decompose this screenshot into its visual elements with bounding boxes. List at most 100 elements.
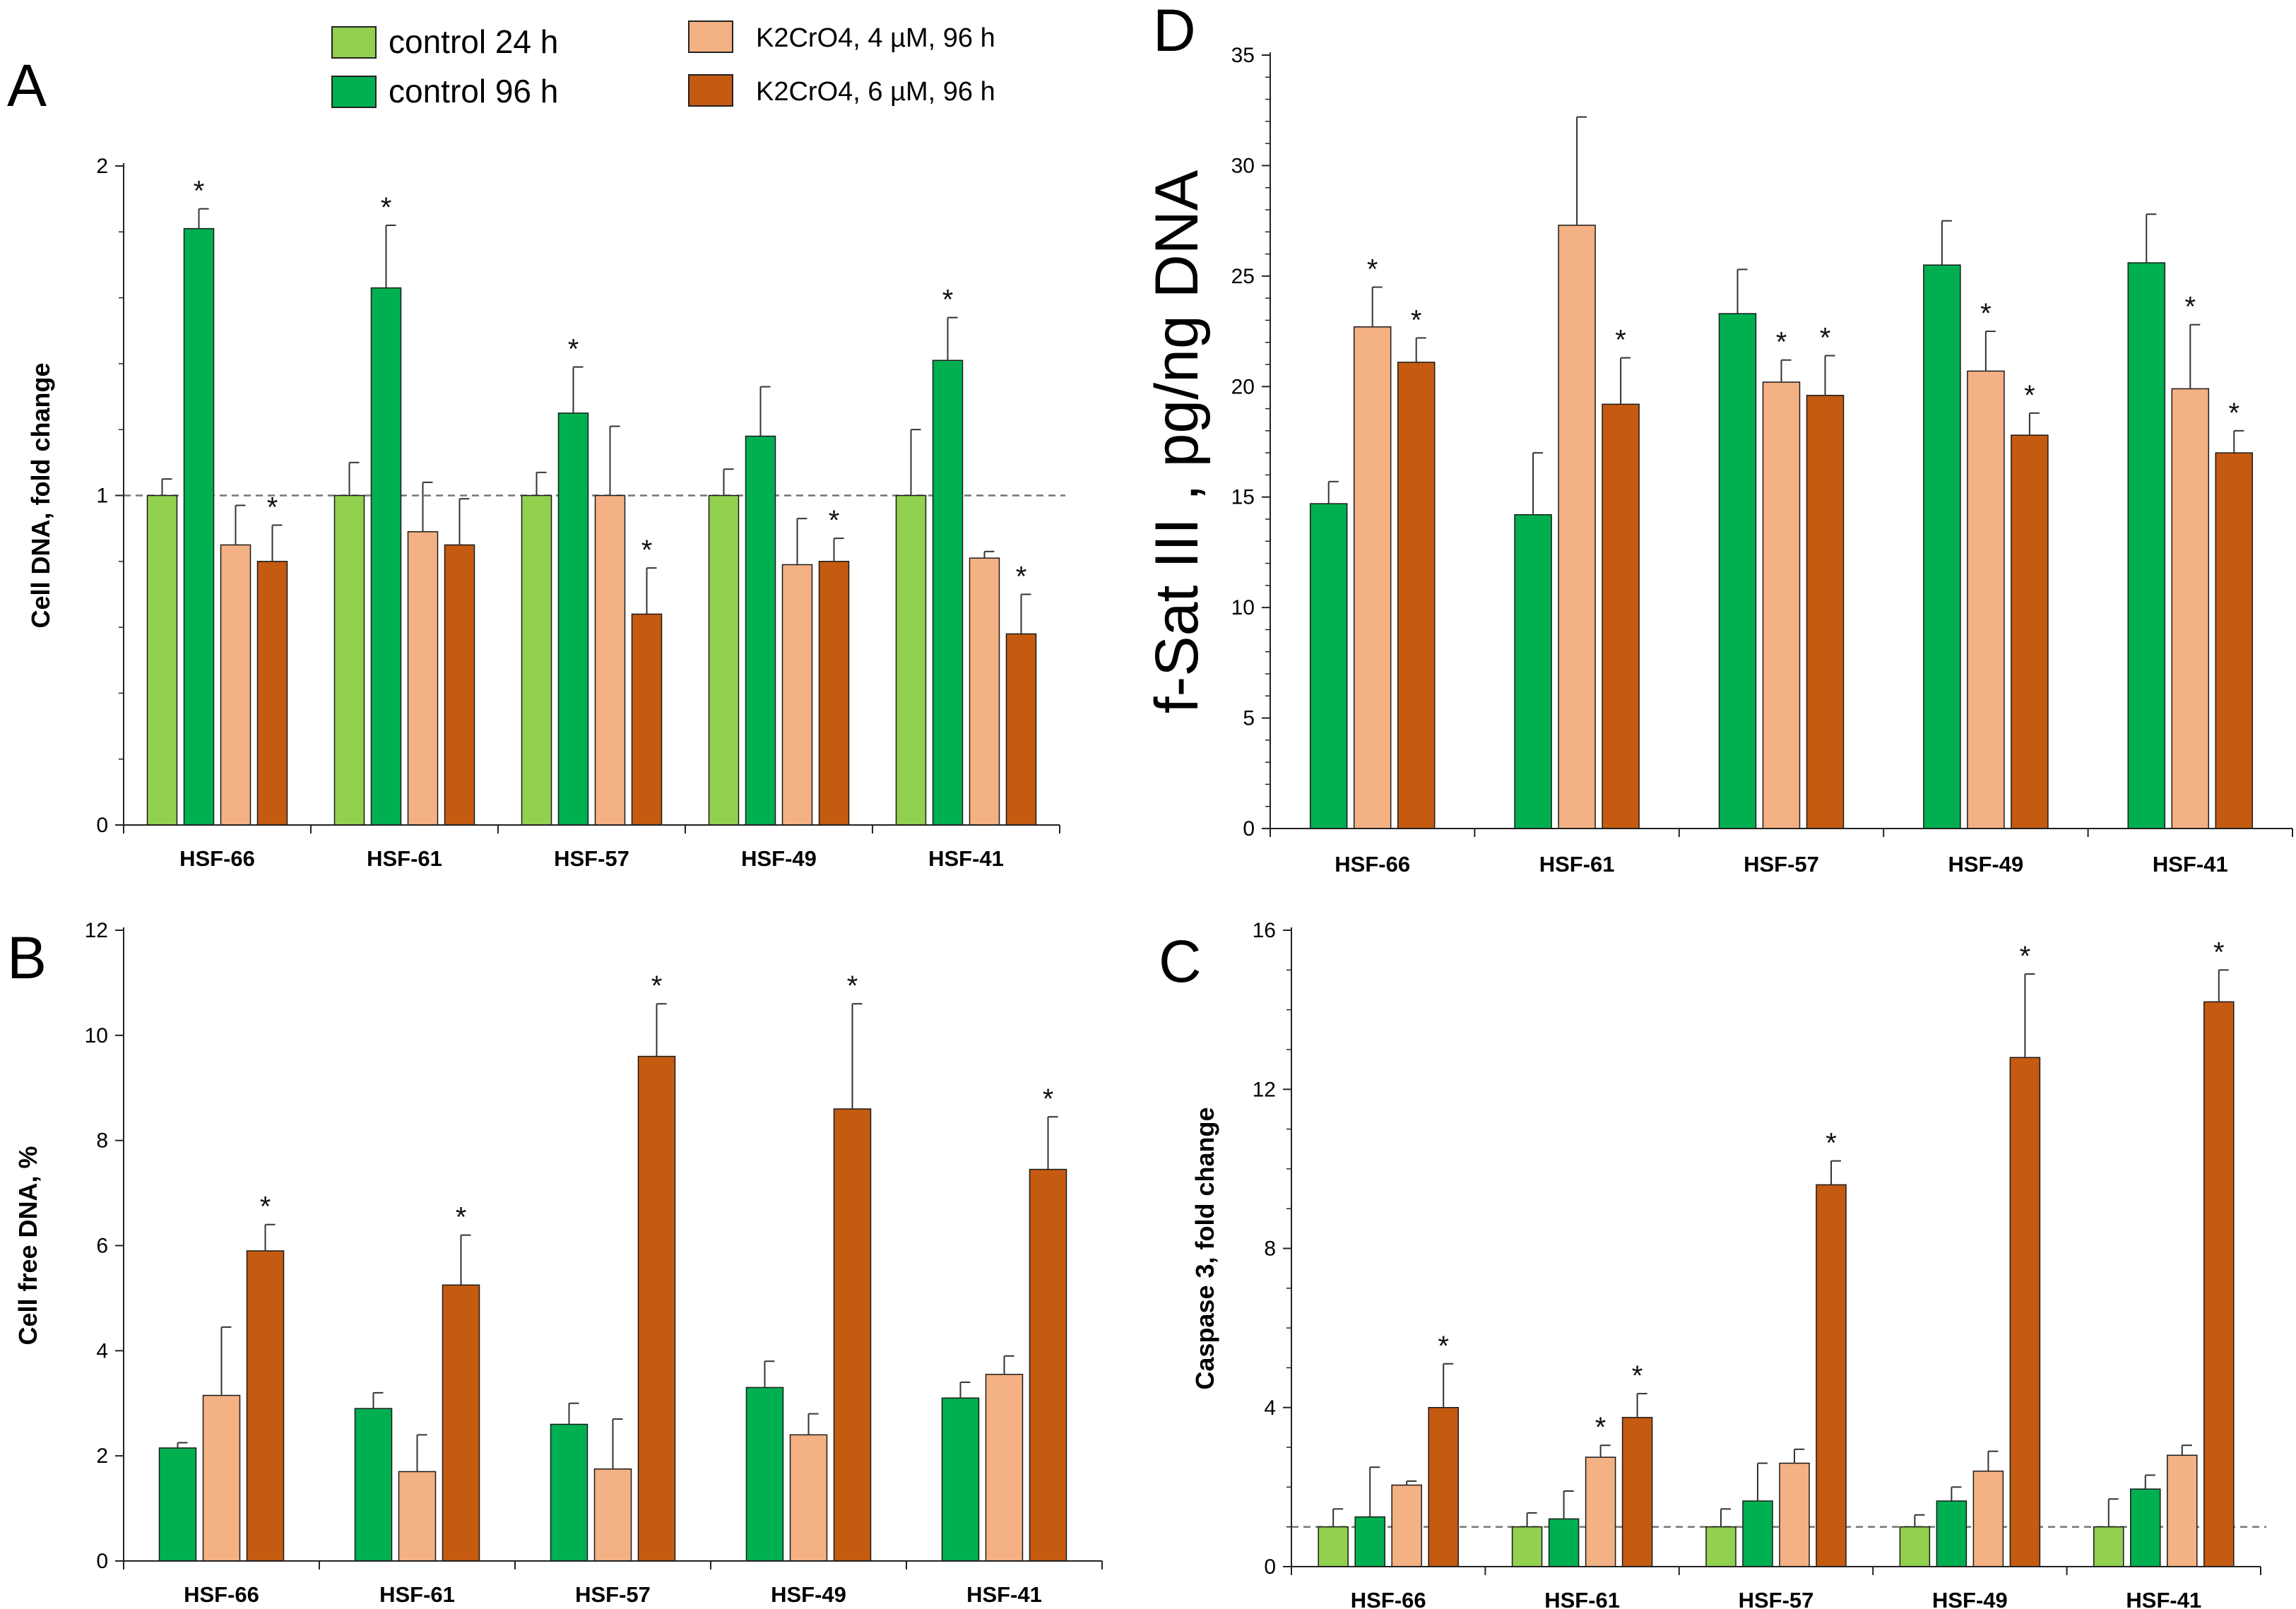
significance-star-d-hsf-57-k2cro4-6-m-96-h: * xyxy=(1820,322,1831,353)
category-label-b-hsf-41: HSF-41 xyxy=(966,1582,1042,1607)
y-tick-label-c-16: 16 xyxy=(1253,919,1276,942)
significance-star-d-hsf-49-k2cro4-4-m-96-h: * xyxy=(1980,298,1992,329)
bar-a-hsf-49-k2cro4-4-m-96-h xyxy=(781,564,813,826)
category-label-d-hsf-57: HSF-57 xyxy=(1744,852,1819,877)
category-label-b-hsf-57: HSF-57 xyxy=(575,1582,651,1607)
y-tick-label-b-4: 4 xyxy=(96,1339,108,1362)
series-d-control-96-h xyxy=(1309,213,2166,829)
bar-d-hsf-61-k2cro4-4-m-96-h xyxy=(1558,225,1596,829)
y-tick-label-d-20: 20 xyxy=(1231,375,1255,398)
bar-a-hsf-61-k2cro4-6-m-96-h xyxy=(444,544,475,826)
bar-b-hsf-57-k2cro4-6-m-96-h xyxy=(637,1055,676,1562)
significance-star-b-hsf-49-k2cro4-6-m-96-h: * xyxy=(847,970,858,1002)
bar-b-hsf-66-control-96-h xyxy=(158,1447,197,1562)
significance-star-b-hsf-61-k2cro4-6-m-96-h: * xyxy=(456,1202,467,1233)
chart-panel-a: * * * * * * * * 0 1 2 HSF-66 HSF-61 HSF-57 HSF-49 HSF-4… xyxy=(26,155,1065,871)
bar-d-hsf-57-k2cro4-4-m-96-h xyxy=(1762,381,1801,829)
bar-c-hsf-41-control-24-h xyxy=(2093,1526,2124,1567)
legend-entry-control-96h: control 96 h xyxy=(331,73,558,109)
panel-letter-c: C xyxy=(1159,928,1202,995)
bar-c-hsf-57-control-96-h xyxy=(1742,1500,1773,1567)
series-b-k2cro4-4-m-96-h xyxy=(202,1326,1024,1562)
y-tick-label-b-12: 12 xyxy=(85,919,108,942)
bar-c-hsf-61-k2cro4-6-m-96-h xyxy=(1621,1417,1653,1567)
y-tick-label-c-4: 4 xyxy=(1264,1396,1276,1420)
legend-label-k2cro4-4um: K2CrO4, 4 µM, 96 h xyxy=(756,23,995,53)
bar-d-hsf-61-control-96-h xyxy=(1514,513,1552,829)
category-label-c-hsf-49: HSF-49 xyxy=(1932,1588,2008,1609)
category-label-a-hsf-49: HSF-49 xyxy=(741,846,817,871)
series-a-k2cro4-6-m-96-h: * * * * xyxy=(256,492,1037,826)
legend-swatch-control-24h xyxy=(331,26,377,59)
significance-star-d-hsf-41-k2cro4-4-m-96-h: * xyxy=(2185,292,2196,323)
bar-c-hsf-61-control-96-h xyxy=(1548,1518,1580,1567)
category-label-a-hsf-57: HSF-57 xyxy=(554,846,629,871)
category-label-a-hsf-41: HSF-41 xyxy=(928,846,1004,871)
y-tick-label-b-8: 8 xyxy=(96,1129,108,1153)
significance-star-c-hsf-66-k2cro4-6-m-96-h: * xyxy=(1438,1331,1449,1362)
series-a-control-24-h xyxy=(146,429,927,826)
bar-a-hsf-49-k2cro4-6-m-96-h xyxy=(818,561,850,826)
bar-a-hsf-57-control-96-h xyxy=(557,412,589,826)
y-tick-label-c-0: 0 xyxy=(1264,1555,1276,1579)
series-d-k2cro4-4-m-96-h: * * * * xyxy=(1353,116,2210,829)
bar-a-hsf-61-control-96-h xyxy=(370,287,402,826)
y-tick-label-d-10: 10 xyxy=(1231,596,1255,619)
panel-letter-b: B xyxy=(7,925,47,991)
y-tick-label-d-15: 15 xyxy=(1231,486,1255,509)
significance-star-a-hsf-66-control-96-h: * xyxy=(194,176,205,207)
significance-star-d-hsf-57-k2cro4-4-m-96-h: * xyxy=(1776,327,1787,358)
significance-star-c-hsf-41-k2cro4-6-m-96-h: * xyxy=(2213,937,2225,968)
bar-d-hsf-57-k2cro4-6-m-96-h xyxy=(1806,395,1845,829)
bar-a-hsf-49-control-96-h xyxy=(745,435,776,826)
bar-d-hsf-49-control-96-h xyxy=(1923,264,1961,829)
category-label-c-hsf-41: HSF-41 xyxy=(2126,1588,2201,1609)
significance-star-d-hsf-41-k2cro4-6-m-96-h: * xyxy=(2229,398,2240,429)
bar-c-hsf-66-k2cro4-6-m-96-h xyxy=(1428,1407,1459,1567)
bar-a-hsf-41-k2cro4-6-m-96-h xyxy=(1005,633,1037,826)
significance-star-c-hsf-57-k2cro4-6-m-96-h: * xyxy=(1825,1128,1837,1159)
category-label-a-hsf-66: HSF-66 xyxy=(179,846,255,871)
bar-d-hsf-66-k2cro4-6-m-96-h xyxy=(1397,362,1436,829)
significance-star-a-hsf-57-k2cro4-6-m-96-h: * xyxy=(641,535,653,566)
y-tick-label-c-12: 12 xyxy=(1253,1078,1276,1101)
legend-swatch-k2cro4-4um xyxy=(688,20,733,53)
bar-c-hsf-41-k2cro4-4-m-96-h xyxy=(2167,1454,2198,1567)
bar-b-hsf-41-k2cro4-6-m-96-h xyxy=(1029,1168,1067,1562)
legend-label-control-96h: control 96 h xyxy=(389,73,558,109)
y-tick-label-b-6: 6 xyxy=(96,1235,108,1258)
category-label-d-hsf-66: HSF-66 xyxy=(1335,852,1410,877)
legend-entry-k2cro4-4um: K2CrO4, 4 µM, 96 h xyxy=(688,20,995,53)
bar-d-hsf-41-control-96-h xyxy=(2127,262,2166,829)
category-label-b-hsf-66: HSF-66 xyxy=(184,1582,259,1607)
y-axis-title-c: Caspase 3, fold change xyxy=(1190,1107,1219,1389)
bar-a-hsf-41-k2cro4-4-m-96-h xyxy=(969,557,1000,826)
legend: control 24 h control 96 h K2CrO4, 4 µM, … xyxy=(331,20,995,109)
bar-b-hsf-57-control-96-h xyxy=(550,1423,588,1562)
legend-swatch-k2cro4-6um xyxy=(688,74,733,107)
bar-a-hsf-61-control-24-h xyxy=(333,494,365,826)
bar-b-hsf-66-k2cro4-4-m-96-h xyxy=(202,1394,241,1562)
bar-d-hsf-57-control-96-h xyxy=(1718,313,1757,829)
legend-entry-k2cro4-6um: K2CrO4, 6 µM, 96 h xyxy=(688,74,995,107)
y-tick-label-a-2: 2 xyxy=(96,155,108,178)
significance-star-d-hsf-66-k2cro4-6-m-96-h: * xyxy=(1411,304,1422,336)
bar-c-hsf-41-control-96-h xyxy=(2130,1488,2161,1567)
y-tick-label-d-0: 0 xyxy=(1243,817,1255,841)
y-tick-label-d-5: 5 xyxy=(1243,707,1255,730)
bar-c-hsf-49-k2cro4-6-m-96-h xyxy=(2009,1057,2041,1567)
bar-a-hsf-57-control-24-h xyxy=(521,494,552,826)
significance-star-a-hsf-41-control-96-h: * xyxy=(942,285,954,316)
bar-b-hsf-41-control-96-h xyxy=(941,1397,980,1562)
bar-c-hsf-66-k2cro4-4-m-96-h xyxy=(1391,1484,1422,1567)
y-axis-title-b: Cell free DNA, % xyxy=(13,1146,42,1345)
y-tick-label-c-8: 8 xyxy=(1264,1237,1276,1261)
chart-panel-b: * * * * * 0 2 4 6 8 10 12 HSF-66 HSF-61 HSF-57 HSF-49 HS… xyxy=(13,919,1103,1607)
bar-c-hsf-57-k2cro4-6-m-96-h xyxy=(1816,1184,1847,1567)
significance-star-b-hsf-57-k2cro4-6-m-96-h: * xyxy=(651,970,663,1002)
y-tick-label-d-25: 25 xyxy=(1231,265,1255,288)
series-c-k2cro4-4-m-96-h: * xyxy=(1391,1412,2198,1567)
series-c-k2cro4-6-m-96-h: * * * * * xyxy=(1428,937,2235,1567)
legend-swatch-control-96h xyxy=(331,76,377,108)
